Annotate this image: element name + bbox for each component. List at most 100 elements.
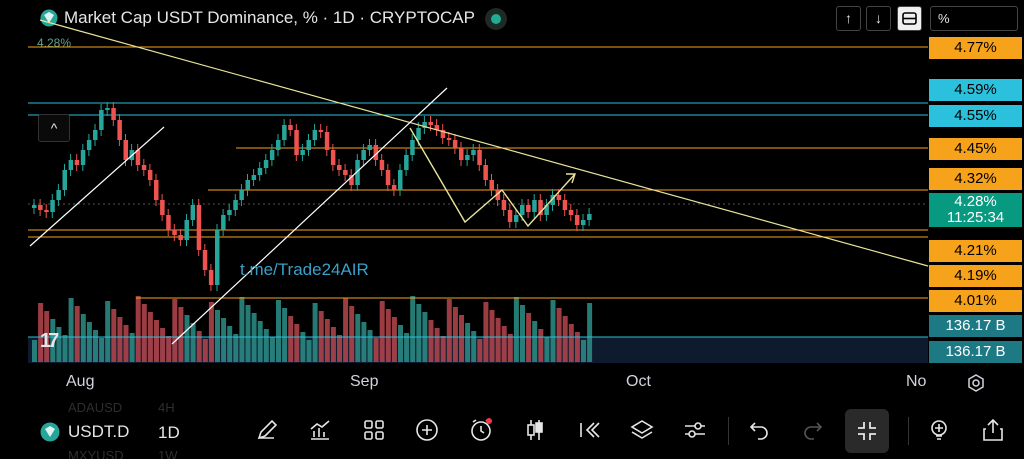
- candle-body: [587, 214, 592, 220]
- drawing-tool-button[interactable]: [254, 417, 280, 443]
- volume-bar: [349, 306, 355, 362]
- volume-bar: [465, 323, 471, 362]
- undo-button[interactable]: [746, 417, 772, 443]
- tether-logo-icon: [40, 9, 58, 27]
- candle-body: [428, 122, 433, 125]
- volume-bar: [32, 340, 37, 362]
- percent-scale-input[interactable]: %: [930, 6, 1018, 31]
- candle-body: [269, 150, 275, 160]
- chart-title[interactable]: Market Cap USDT Dominance, % · 1D · CRYP…: [64, 8, 475, 27]
- candle-body: [507, 210, 513, 222]
- volume-bar: [166, 336, 172, 362]
- volume-bar: [428, 320, 434, 362]
- volume-bar: [190, 323, 196, 362]
- volume-bar: [294, 324, 300, 362]
- candle-body: [465, 155, 470, 160]
- price-level-label[interactable]: 4.19%: [929, 265, 1022, 287]
- volume-bar: [282, 308, 288, 362]
- candle-body: [184, 220, 189, 240]
- candle-body: [227, 210, 232, 215]
- replay-button[interactable]: [575, 417, 601, 443]
- volume-bar: [513, 297, 519, 362]
- add-icon: [416, 419, 438, 441]
- volume-bar: [477, 339, 483, 362]
- bottom-toolbar: USDT.D 1D: [0, 405, 1024, 459]
- candle-body: [117, 120, 122, 140]
- price-level-label[interactable]: 136.17 B: [929, 315, 1022, 337]
- price-level-label[interactable]: 4.21%: [929, 240, 1022, 262]
- candle-body: [239, 190, 244, 200]
- candle-body: [398, 170, 403, 190]
- candle-body: [154, 180, 159, 200]
- indicators-button[interactable]: [307, 417, 333, 443]
- chart-settings-icon[interactable]: [967, 374, 985, 392]
- collapse-button[interactable]: ^: [38, 114, 70, 142]
- templates-button[interactable]: [361, 417, 387, 443]
- price-level-label[interactable]: 4.59%: [929, 79, 1022, 101]
- layers-button[interactable]: [629, 417, 655, 443]
- candle-body: [501, 200, 507, 210]
- arrow-down-button[interactable]: ↓: [866, 6, 891, 31]
- volume-bar: [343, 298, 349, 362]
- candle-body: [391, 185, 397, 190]
- volume-bar: [239, 297, 245, 362]
- price-level-label[interactable]: 4.01%: [929, 290, 1022, 312]
- templates-icon: [364, 420, 384, 440]
- volume-bar: [355, 314, 361, 362]
- candle-body: [196, 205, 202, 250]
- candle-body: [160, 200, 165, 215]
- price-level-label[interactable]: 4.45%: [929, 138, 1022, 160]
- bar-countdown: 11:25:34: [946, 209, 1005, 226]
- alert-button[interactable]: [468, 417, 494, 443]
- exit-fullscreen-button[interactable]: [845, 409, 889, 453]
- last-price-value: 4.28%: [954, 193, 997, 210]
- share-button[interactable]: [980, 417, 1006, 443]
- price-level-label[interactable]: 136.17 B: [929, 341, 1022, 363]
- volume-bar: [532, 321, 538, 362]
- candle-body: [38, 205, 43, 210]
- price-level-label[interactable]: 4.55%: [929, 105, 1022, 127]
- volume-bar: [404, 333, 410, 362]
- volume-bar: [495, 318, 501, 362]
- volume-bar: [129, 333, 135, 362]
- volume-bar: [440, 336, 446, 362]
- add-button[interactable]: [414, 417, 440, 443]
- replay-icon: [580, 422, 600, 438]
- price-chart[interactable]: [0, 0, 1024, 400]
- candle-body: [361, 150, 366, 160]
- tradingview-logo[interactable]: 17: [40, 330, 59, 352]
- candle-body: [538, 200, 543, 215]
- arrow-up-button[interactable]: ↑: [836, 6, 861, 31]
- volume-bar: [80, 314, 86, 362]
- watermark-link: t.me/Trade24AIR: [240, 260, 369, 279]
- volume-bar: [68, 298, 74, 362]
- price-level-label[interactable]: 4.77%: [929, 37, 1022, 59]
- volume-bar: [123, 325, 129, 362]
- candle-body: [471, 150, 476, 155]
- candle-type-button[interactable]: [522, 417, 548, 443]
- candle-body: [550, 195, 555, 205]
- volume-bar: [391, 317, 397, 362]
- symbol-button[interactable]: USDT.D: [40, 417, 129, 447]
- auto-scale-button[interactable]: [897, 6, 922, 31]
- redo-button[interactable]: [800, 417, 826, 443]
- candle-body: [416, 128, 421, 140]
- settings-sliders-icon: [685, 422, 705, 438]
- auto-scale-icon: [902, 12, 917, 25]
- volume-bar: [410, 296, 416, 362]
- volume-bar: [117, 317, 123, 362]
- candle-body: [105, 108, 110, 110]
- chart-settings-button[interactable]: [682, 417, 708, 443]
- last-price-label[interactable]: 4.28% 11:25:34: [929, 193, 1022, 227]
- candle-body: [495, 190, 501, 200]
- price-level-label[interactable]: 4.32%: [929, 168, 1022, 190]
- market-status-icon[interactable]: [485, 8, 507, 30]
- candle-body: [62, 170, 67, 190]
- candle-body: [483, 165, 488, 180]
- volume-bar: [135, 296, 141, 362]
- volume-bar: [233, 334, 239, 362]
- volume-bar: [501, 326, 507, 362]
- interval-button[interactable]: 1D: [158, 423, 180, 442]
- ideas-button[interactable]: [926, 417, 952, 443]
- candle-body: [288, 125, 293, 130]
